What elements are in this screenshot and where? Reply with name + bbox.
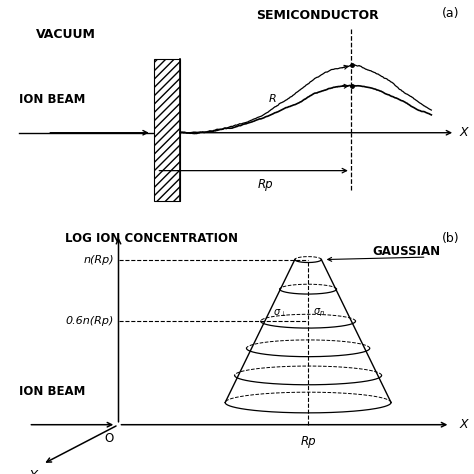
Bar bbox=[154, 59, 180, 201]
Text: LOG ION CONCENTRATION: LOG ION CONCENTRATION bbox=[65, 232, 238, 246]
Text: n(Rp): n(Rp) bbox=[83, 255, 114, 264]
Text: (a): (a) bbox=[442, 7, 460, 20]
Text: (b): (b) bbox=[442, 232, 460, 246]
Text: ION BEAM: ION BEAM bbox=[19, 384, 85, 398]
Text: ION BEAM: ION BEAM bbox=[19, 93, 85, 106]
Text: GAUSSIAN: GAUSSIAN bbox=[373, 245, 441, 258]
Text: X: X bbox=[460, 126, 468, 139]
Text: Y: Y bbox=[29, 469, 37, 474]
Text: SEMICONDUCTOR: SEMICONDUCTOR bbox=[256, 9, 379, 22]
Text: Rp: Rp bbox=[258, 178, 273, 191]
Text: O: O bbox=[104, 432, 114, 445]
Text: R: R bbox=[268, 94, 276, 104]
Text: X: X bbox=[460, 418, 468, 431]
Text: Rp: Rp bbox=[301, 435, 316, 447]
Text: $\sigma_\perp$: $\sigma_\perp$ bbox=[273, 307, 287, 319]
Text: $\sigma_p$: $\sigma_p$ bbox=[313, 306, 325, 319]
Text: 0.6n(Rp): 0.6n(Rp) bbox=[65, 316, 114, 326]
Text: VACUUM: VACUUM bbox=[36, 28, 96, 41]
